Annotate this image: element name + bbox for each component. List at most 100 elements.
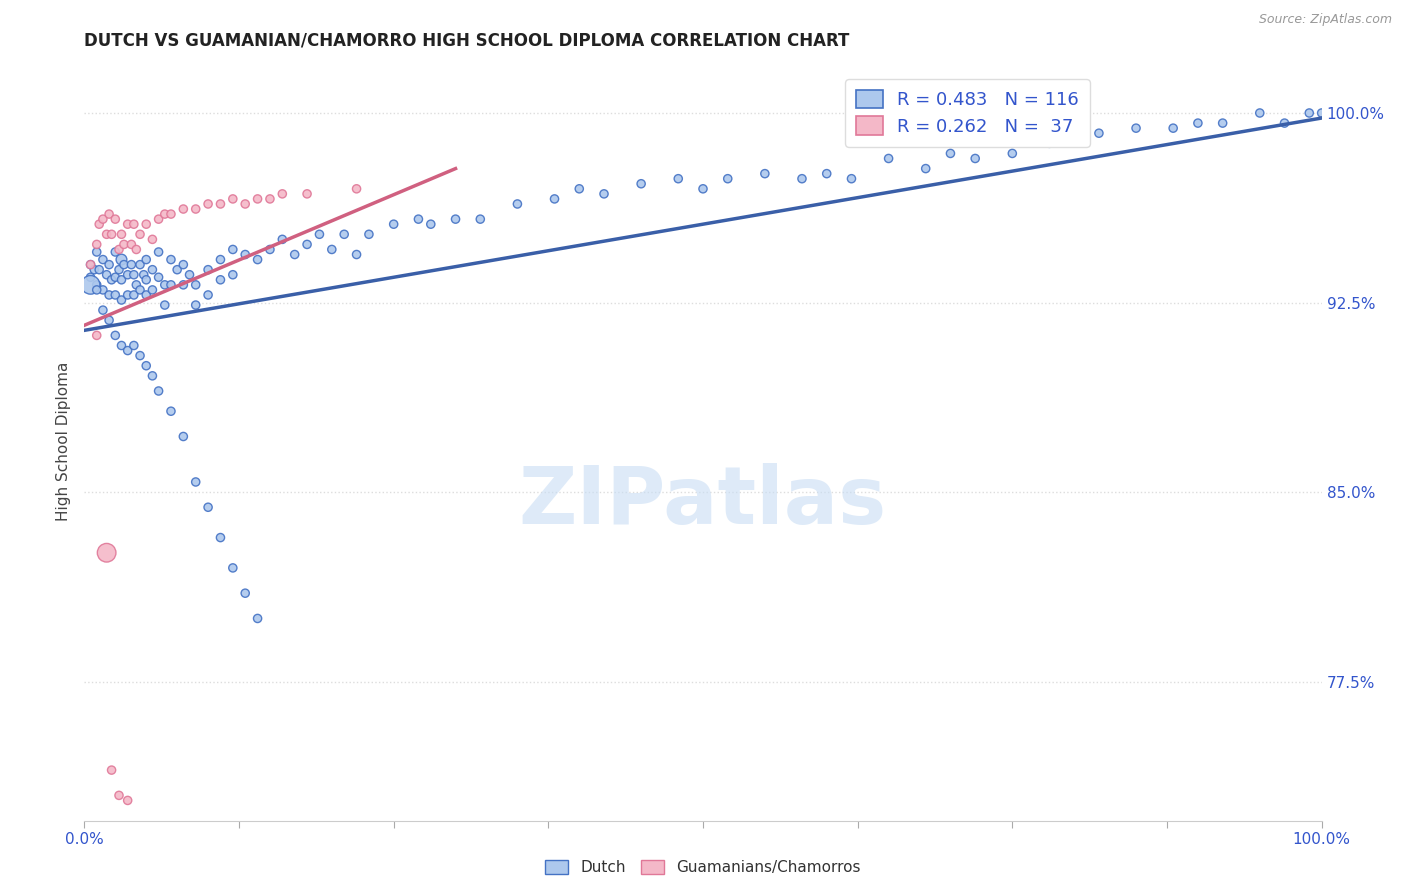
Point: [209, 273, 232, 287]
Point: [110, 338, 132, 352]
Point: [754, 167, 776, 181]
Point: [321, 243, 343, 257]
Point: [346, 182, 368, 196]
Point: [148, 384, 170, 398]
Point: [148, 245, 170, 260]
Point: [160, 207, 183, 221]
Point: [98, 313, 121, 327]
Point: [197, 262, 219, 277]
Point: [1310, 106, 1333, 120]
Point: [184, 298, 207, 312]
Point: [83, 262, 105, 277]
Point: [197, 288, 219, 302]
Point: [1249, 106, 1271, 120]
Point: [86, 283, 108, 297]
Point: [246, 252, 269, 267]
Point: [110, 273, 132, 287]
Point: [135, 273, 157, 287]
Point: [382, 217, 405, 231]
Point: [104, 270, 127, 285]
Point: [141, 368, 163, 383]
Point: [841, 171, 863, 186]
Point: [593, 186, 616, 201]
Point: [295, 237, 318, 252]
Point: [100, 227, 122, 242]
Point: [141, 262, 163, 277]
Point: [135, 217, 157, 231]
Point: [790, 171, 813, 186]
Point: [470, 212, 492, 227]
Point: [112, 237, 135, 252]
Point: [141, 232, 163, 246]
Point: [135, 288, 157, 302]
Point: [79, 277, 101, 292]
Point: [271, 232, 294, 246]
Point: [108, 243, 131, 257]
Point: [1274, 116, 1296, 130]
Point: [160, 277, 183, 292]
Point: [209, 252, 232, 267]
Point: [79, 258, 101, 272]
Point: [1161, 121, 1184, 136]
Point: [129, 227, 152, 242]
Point: [117, 268, 139, 282]
Y-axis label: High School Diploma: High School Diploma: [56, 362, 72, 521]
Point: [117, 217, 139, 231]
Point: [132, 268, 155, 282]
Point: [98, 207, 121, 221]
Point: [222, 243, 245, 257]
Point: [346, 247, 368, 261]
Point: [1125, 121, 1147, 136]
Point: [333, 227, 356, 242]
Point: [877, 152, 900, 166]
Point: [197, 197, 219, 211]
Text: ZIPatlas: ZIPatlas: [519, 463, 887, 541]
Point: [666, 171, 689, 186]
Point: [1038, 136, 1060, 151]
Point: [104, 328, 127, 343]
Point: [117, 343, 139, 358]
Point: [246, 192, 269, 206]
Point: [91, 252, 114, 267]
Point: [271, 186, 294, 201]
Point: [222, 268, 245, 282]
Point: [172, 429, 194, 443]
Point: [184, 277, 207, 292]
Point: [104, 245, 127, 260]
Point: [96, 546, 118, 560]
Point: [259, 192, 281, 206]
Point: [91, 303, 114, 318]
Point: [86, 277, 108, 292]
Point: [914, 161, 936, 176]
Point: [233, 197, 256, 211]
Point: [233, 586, 256, 600]
Point: [233, 247, 256, 261]
Point: [815, 167, 838, 181]
Point: [125, 277, 148, 292]
Point: [160, 252, 183, 267]
Point: [308, 227, 330, 242]
Point: [939, 146, 962, 161]
Point: [117, 288, 139, 302]
Point: [86, 245, 108, 260]
Point: [1088, 126, 1111, 140]
Point: [98, 258, 121, 272]
Point: [153, 277, 176, 292]
Point: [568, 182, 591, 196]
Legend: Dutch, Guamanians/Chamorros: Dutch, Guamanians/Chamorros: [538, 854, 868, 881]
Point: [148, 212, 170, 227]
Point: [100, 763, 122, 777]
Point: [160, 404, 183, 418]
Point: [89, 217, 111, 231]
Point: [284, 247, 307, 261]
Point: [965, 152, 987, 166]
Point: [110, 252, 132, 267]
Point: [96, 227, 118, 242]
Point: [153, 207, 176, 221]
Point: [122, 338, 145, 352]
Point: [444, 212, 467, 227]
Point: [543, 192, 565, 206]
Point: [209, 531, 232, 545]
Point: [96, 268, 118, 282]
Point: [1212, 116, 1234, 130]
